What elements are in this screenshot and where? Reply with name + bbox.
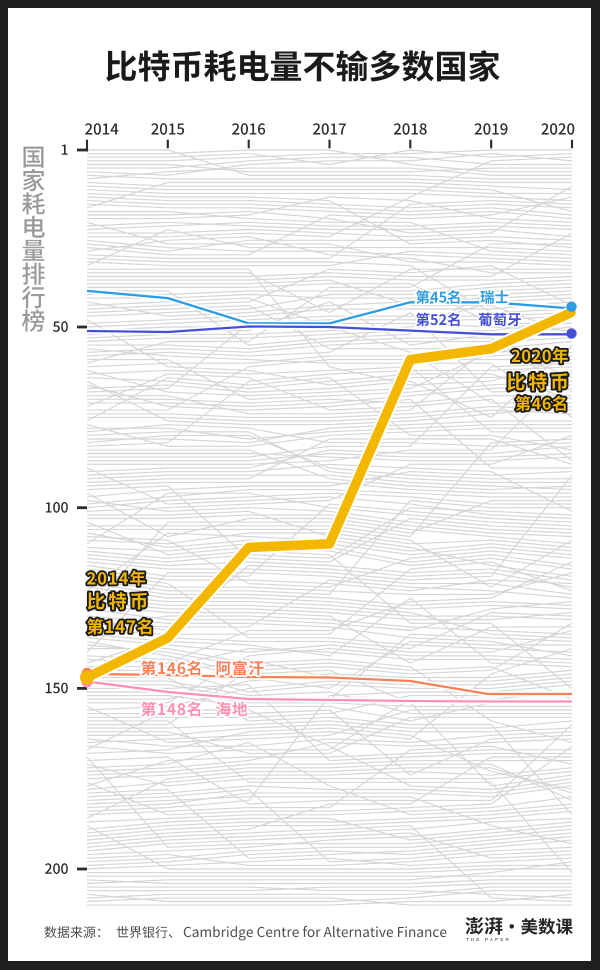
svg-text:THE PAPER: THE PAPER (466, 937, 511, 942)
